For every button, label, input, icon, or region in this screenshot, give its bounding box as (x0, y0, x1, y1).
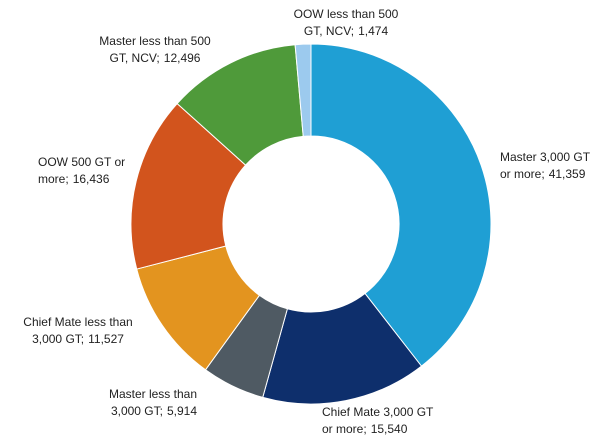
slice-label: OOW 500 GT or more; 16,436 (38, 155, 125, 186)
slice-label: Chief Mate 3,000 GT or more; 15,540 (322, 405, 434, 436)
slice-label-value: 41,359 (549, 167, 586, 181)
slice-label-value: 1,474 (358, 24, 388, 38)
slice-label-name: OOW less than 500 GT, NCV; (294, 7, 399, 38)
slice-label-name: Chief Mate less than 3,000 GT; (23, 315, 132, 346)
slice-label: Chief Mate less than 3,000 GT; 11,527 (23, 315, 132, 346)
slice-label-name: Master less than 500 GT, NCV; (99, 34, 211, 65)
slice-label-value: 16,436 (73, 172, 110, 186)
slice-label: Master 3,000 GT or more; 41,359 (500, 150, 591, 181)
slice-label: OOW less than 500 GT, NCV; 1,474 (294, 7, 399, 38)
slice-label-name: OOW 500 GT or more; (38, 155, 125, 186)
slice-label-value: 15,540 (371, 422, 408, 436)
slice (262, 292, 423, 405)
slice-label: Master less than 500 GT, NCV; 12,496 (99, 34, 211, 65)
slice-label-name: Master 3,000 GT or more; (500, 150, 591, 181)
slice-label-value: 12,496 (164, 51, 201, 65)
slice-label-name: Chief Mate 3,000 GT or more; (322, 405, 434, 436)
slice (294, 43, 312, 137)
slice-label-value: 5,914 (167, 404, 197, 418)
slice-label-value: 11,527 (88, 332, 124, 346)
slice-label-name: Master less than 3,000 GT; (109, 387, 197, 418)
slice-label: Master less than 3,000 GT; 5,914 (109, 387, 197, 418)
slice (310, 43, 492, 367)
